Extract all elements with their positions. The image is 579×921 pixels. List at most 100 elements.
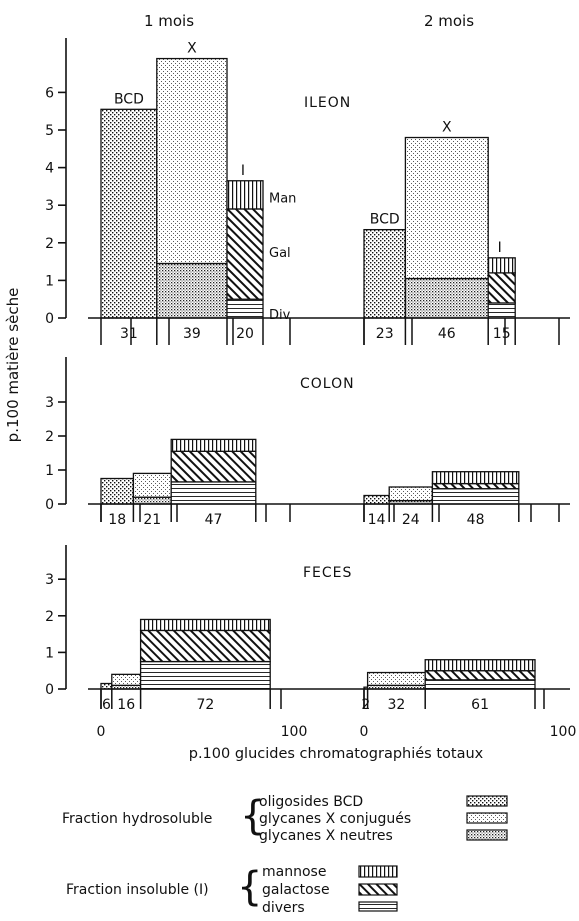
bar-width-label: 23 (376, 326, 394, 342)
legend-swatch-x-conjugues (466, 812, 508, 824)
x-end-label: 0 (97, 724, 106, 740)
bar-width-label: 39 (183, 326, 201, 342)
bar-label-x: X (187, 41, 197, 57)
legend-item-galactose: galactose (262, 882, 330, 898)
bar-segment-bcd (363, 228, 407, 319)
y-tick-label: 4 (45, 161, 54, 177)
bar-segment-galactose (424, 670, 536, 681)
y-tick-label: 1 (45, 273, 54, 289)
bar-segment-divers (487, 302, 516, 319)
bar-segment-bcd (100, 477, 135, 505)
y-tick-label: 2 (45, 609, 54, 625)
x-axis-label: p.100 glucides chromatographiés totaux (189, 746, 484, 762)
legend-item-divers: divers (262, 900, 305, 916)
y-tick-label: 1 (45, 463, 54, 479)
y-tick-label: 3 (45, 572, 54, 588)
x-end-label: 100 (281, 724, 308, 740)
y-tick-label: 2 (45, 429, 54, 445)
legend-swatch-galactose (358, 883, 398, 896)
legend-insol-brace: { (237, 864, 262, 910)
bar-width-label: 31 (120, 326, 138, 342)
legend-swatch-mannose (358, 865, 398, 878)
group-title-1-mois: 1 mois (144, 12, 194, 30)
y-tick-label: 0 (45, 497, 54, 513)
legend-hydro-brace: { (240, 793, 265, 839)
y-axis-label: p.100 matière sèche (4, 288, 22, 443)
bar-label-i: I (498, 240, 502, 256)
y-tick-label: 6 (45, 85, 54, 101)
y-tick-label: 0 (45, 682, 54, 698)
bar-segment-divers (424, 679, 536, 690)
bar-segment-bcd (363, 494, 390, 505)
y-tick-label: 1 (45, 645, 54, 661)
panel-title-colon: COLON (300, 376, 355, 392)
bar-segment-x-conjugues (132, 472, 172, 498)
bar-segment-x-conjugues (156, 57, 228, 265)
legend-swatch-bcd (466, 795, 508, 807)
bar-segment-divers (139, 660, 271, 690)
bar-width-label: 2 (361, 697, 370, 713)
bar-width-label: 46 (438, 326, 456, 342)
bar-segment-divers (226, 298, 264, 319)
bar-label-bcd: BCD (370, 212, 400, 228)
bar-segment-mannose (170, 438, 257, 452)
bar-width-label: 24 (402, 512, 420, 528)
bars-layer: BCD 31 X 39 I Div Gal Man 20 BCD 23 X 46 I 15 18 21 47 14 2… (100, 41, 536, 713)
legend-item-mannose: mannose (262, 864, 326, 880)
legend-item-x-neutres: glycanes X neutres (259, 828, 393, 844)
bar-segment-mannose (424, 659, 536, 672)
segment-label-gal: Gal (269, 246, 291, 261)
bar-segment-galactose (487, 272, 516, 304)
bar-segment-divers (431, 488, 520, 505)
bar-width-label: 61 (471, 697, 489, 713)
bar-label-bcd: BCD (114, 91, 144, 107)
bar-segment-x-conjugues (388, 486, 434, 502)
y-tick-label: 3 (45, 198, 54, 214)
segment-label-div: Div (269, 308, 291, 323)
bar-width-label: 15 (493, 326, 511, 342)
bar-width-label: 18 (108, 512, 126, 528)
bar-segment-galactose (139, 629, 271, 663)
legend-item-x-conjugues: glycanes X conjugués (259, 811, 411, 827)
bar-width-label: 72 (196, 697, 214, 713)
bar-segment-x-neutres (132, 496, 172, 505)
y-tick-label: 3 (45, 395, 54, 411)
y-tick-label: 2 (45, 236, 54, 252)
bar-segment-galactose (431, 482, 520, 490)
bar-segment-bcd (100, 108, 158, 319)
bar-segment-mannose (226, 180, 264, 210)
legend-item-bcd: oligosides BCD (259, 794, 363, 810)
bar-segment-x-conjugues (366, 671, 426, 686)
bar-segment-galactose (226, 208, 264, 300)
bar-width-label: 47 (205, 512, 223, 528)
bar-segment-bcd (100, 682, 113, 690)
panel-title-feces: FECES (303, 565, 352, 581)
bar-label-i: I (241, 163, 245, 179)
bar-width-label: 21 (143, 512, 161, 528)
bar-segment-galactose (170, 450, 257, 483)
legend-insol-label: Fraction insoluble (I) (66, 882, 209, 898)
y-tick-label: 5 (45, 123, 54, 139)
bar-segment-x-conjugues (111, 673, 142, 686)
bar-segment-x-conjugues (404, 136, 489, 280)
bar-width-label: 20 (236, 326, 254, 342)
legend-swatch-x-neutres (466, 829, 508, 841)
bar-width-label: 48 (467, 512, 485, 528)
legend: Fraction hydrosoluble { oligosides BCD g… (62, 793, 508, 916)
x-end-label: 0 (360, 724, 369, 740)
bar-segment-mannose (431, 471, 520, 485)
legend-swatch-divers (358, 901, 398, 912)
bar-segment-mannose (139, 618, 271, 632)
y-tick-label: 0 (45, 311, 54, 327)
group-title-2-mois: 2 mois (424, 12, 474, 30)
bar-width-label: 16 (117, 697, 135, 713)
panel-title-ileon: ILEON (304, 95, 351, 111)
bar-segment-x-neutres (404, 277, 489, 319)
bar-segment-x-neutres (156, 262, 228, 319)
legend-hydro-label: Fraction hydrosoluble (62, 811, 212, 827)
bar-segment-divers (170, 481, 257, 505)
bar-label-x: X (442, 120, 452, 136)
bar-segment-mannose (487, 257, 516, 274)
